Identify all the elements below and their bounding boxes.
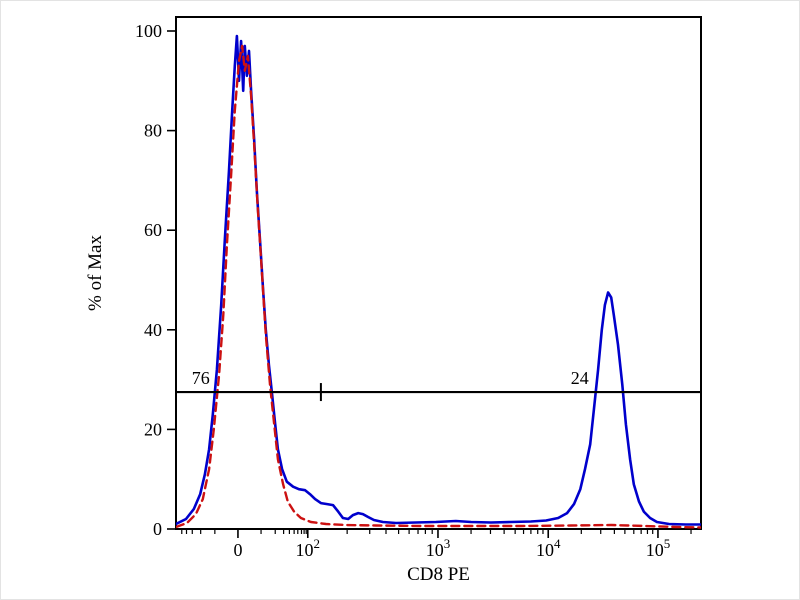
x-axis-label: CD8 PE [407,564,470,585]
y-tick-label: 20 [144,419,162,439]
y-axis-label: % of Max [85,235,106,311]
gate-label-left: 76 [192,368,210,388]
y-tick-label: 40 [144,320,162,340]
x-tick-label: 102 [296,536,321,560]
x-tick-label: 0 [233,540,242,560]
y-tick-label: 60 [144,220,162,240]
plot-frame [175,16,702,530]
y-tick-label: 0 [153,519,162,539]
gate-label-right: 24 [571,368,589,388]
red-dashed-curve [176,44,701,529]
x-tick-label: 105 [646,536,671,560]
blue-solid-curve [176,34,701,526]
y-tick-label: 80 [144,121,162,141]
y-tick-label: 100 [135,21,162,41]
x-tick-label: 104 [536,536,561,560]
x-tick-label: 103 [426,536,451,560]
